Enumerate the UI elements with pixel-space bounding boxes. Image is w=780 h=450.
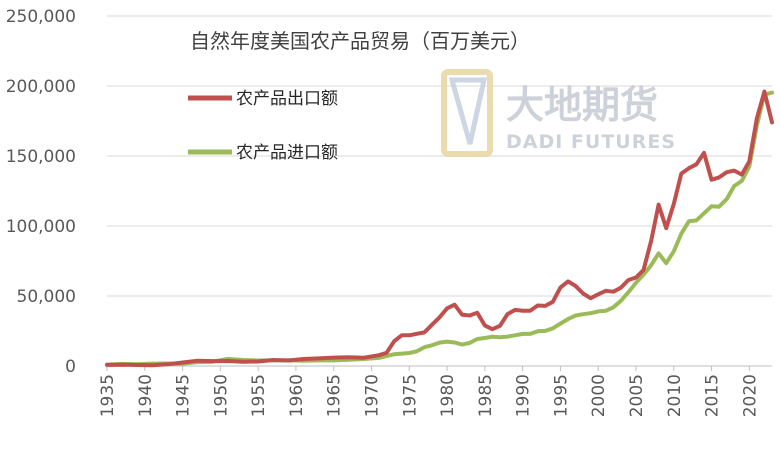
legend: 农产品出口额 农产品进口额 [188,89,338,163]
x-tick-label: 1945 [174,374,194,417]
x-tick-label: 1935 [98,374,118,417]
series-lines [105,89,774,368]
y-tick-label: 200,000 [6,77,76,97]
x-tick-label: 1950 [211,374,231,417]
y-tick-label: 150,000 [6,147,76,167]
y-tick-label: 250,000 [6,7,76,27]
x-tick-label: 1960 [287,374,307,417]
x-tick-label: 1965 [325,374,345,417]
x-tick-label: 2000 [589,374,609,417]
x-tick-label: 2005 [627,374,647,417]
watermark-cn: 大地期货 [506,83,658,127]
y-tick-label: 0 [65,357,76,377]
y-tick-label: 100,000 [6,217,76,237]
legend-label-imports: 农产品进口额 [236,143,338,163]
axes: 0 50,000 100,000 150,000 200,000 250,000 1935 1… [6,7,772,417]
y-tick-label: 50,000 [17,287,76,307]
x-tick-label: 2015 [703,374,723,417]
x-tick-label: 1955 [249,374,269,417]
x-tick-label: 1940 [136,374,156,417]
x-tick-label: 1990 [514,374,534,417]
gridlines [107,15,772,297]
legend-label-exports: 农产品出口额 [236,89,338,109]
x-tick-label: 2020 [740,374,760,417]
x-tick-label: 1975 [400,374,420,417]
dadi-logo-icon [441,69,493,157]
series-line-exports [105,89,774,368]
x-tick-label: 1985 [476,374,496,417]
watermark-logo: 大地期货 DADI FUTURES [441,69,676,157]
x-tick-label: 1980 [438,374,458,417]
watermark-en: DADI FUTURES [506,131,676,153]
x-tick-label: 1995 [551,374,571,417]
chart-title: 自然年度美国农产品贸易（百万美元） [190,29,530,53]
x-tick-label: 1970 [362,374,382,417]
x-tick-label: 2010 [665,374,685,417]
